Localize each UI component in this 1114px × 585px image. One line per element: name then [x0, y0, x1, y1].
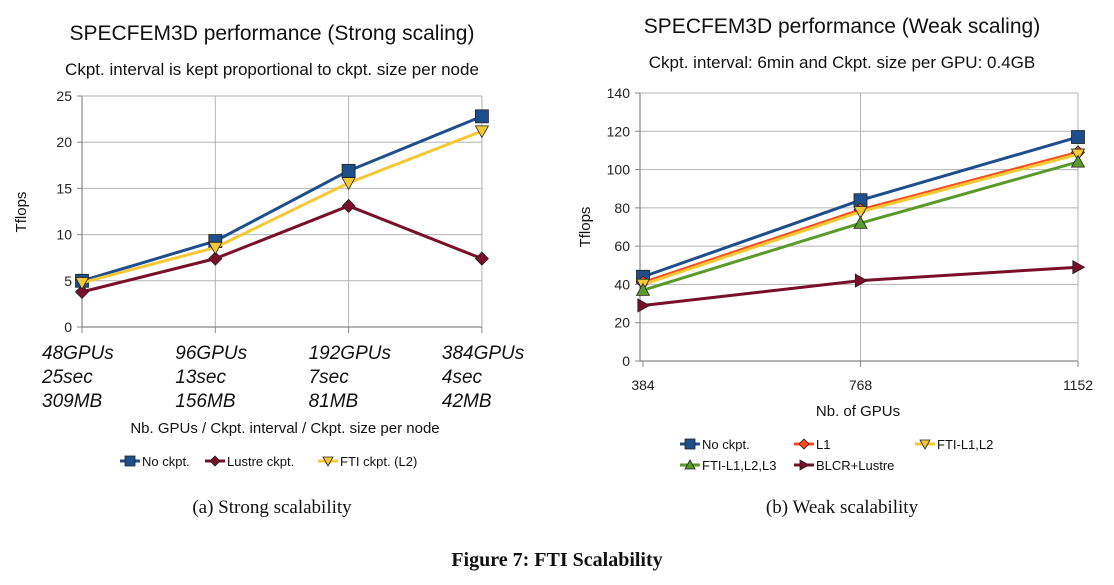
strong-x-tick-label: 25sec	[41, 367, 93, 388]
weak-legend-label: No ckpt.	[702, 437, 750, 452]
strong-series-line	[81, 129, 483, 285]
weak-y-tick-label: 20	[614, 315, 630, 331]
weak-y-tick-label: 40	[614, 276, 630, 292]
strong-y-tick-label: 0	[64, 319, 72, 335]
strong-legend-label: Lustre ckpt.	[227, 454, 294, 469]
strong-chart-x-ticks: 48GPUs 25sec 309MB 96GPUs 13sec 156MB 192GPUs 7…	[41, 343, 525, 412]
strong-scaling-chart: SPECFEM3D performance (Strong scaling) C…	[13, 22, 525, 518]
weak-legend-marker	[799, 459, 810, 471]
weak-legend-label: L1	[816, 437, 830, 452]
strong-x-tick-label: 42MB	[442, 391, 492, 412]
weak-chart-series	[635, 130, 1086, 313]
strong-chart-x-label: Nb. GPUs / Ckpt. interval / Ckpt. size p…	[130, 420, 439, 437]
weak-x-tick-label: 768	[849, 377, 873, 393]
weak-data-point	[637, 298, 651, 313]
strong-x-tick-label: 13sec	[175, 367, 226, 388]
weak-x-tick-label: 384	[631, 377, 655, 393]
strong-y-tick-label: 15	[56, 180, 72, 196]
figure-caption: Figure 7: FTI Scalability	[451, 549, 662, 571]
strong-data-point	[341, 198, 356, 214]
weak-chart-subtitle: Ckpt. interval: 6min and Ckpt. size per …	[649, 53, 1035, 72]
strong-series-line	[81, 114, 483, 283]
strong-y-tick-label: 20	[56, 134, 72, 150]
strong-legend-marker	[209, 455, 221, 467]
weak-legend-marker	[684, 438, 696, 450]
weak-y-tick-label: 80	[614, 200, 630, 216]
weak-data-point	[635, 282, 651, 296]
weak-legend-label: BLCR+Lustre	[816, 458, 894, 473]
strong-chart-axes	[77, 95, 483, 333]
weak-y-tick-label: 0	[622, 353, 630, 369]
strong-x-tick-label: 384GPUs	[442, 343, 525, 364]
strong-x-tick-label: 81MB	[309, 391, 359, 412]
strong-chart-series	[74, 109, 490, 299]
strong-data-point	[341, 177, 356, 191]
strong-data-point	[208, 241, 223, 255]
strong-data-point	[474, 109, 489, 124]
weak-y-tick-label: 120	[607, 123, 631, 139]
strong-data-point	[341, 163, 356, 178]
weak-chart-y-ticks: 0 20 40 60 80 100 120 140	[607, 85, 631, 369]
weak-chart-x-ticks: 384 768 1152	[631, 377, 1093, 393]
weak-chart-axes	[635, 92, 1079, 367]
strong-legend-marker	[124, 455, 136, 467]
weak-legend-marker	[684, 459, 696, 470]
weak-scaling-chart: SPECFEM3D performance (Weak scaling) Ckp…	[577, 15, 1093, 518]
strong-chart-title: SPECFEM3D performance (Strong scaling)	[70, 22, 475, 45]
strong-y-tick-label: 25	[56, 88, 72, 104]
strong-chart-y-label: Tflops	[13, 192, 30, 233]
strong-data-point	[208, 251, 223, 266]
strong-chart-y-ticks: 0 5 10 15 20 25	[56, 88, 72, 335]
weak-chart-legend: No ckpt. L1 FTI-L1,L2 FTI-L1,L2,L3 BLCR+Lust…	[680, 437, 993, 473]
strong-y-tick-label: 10	[56, 227, 72, 243]
weak-y-tick-label: 100	[607, 162, 631, 178]
weak-chart-y-label: Tflops	[577, 207, 594, 248]
strong-x-tick-label: 4sec	[442, 367, 483, 388]
strong-data-point	[474, 125, 490, 139]
strong-x-tick-label: 156MB	[175, 391, 236, 412]
weak-data-point	[853, 206, 868, 220]
strong-chart-subtitle: Ckpt. interval is kept proportional to c…	[65, 60, 479, 79]
strong-legend-label: No ckpt.	[142, 454, 190, 469]
strong-chart-legend: No ckpt. Lustre ckpt. FTI ckpt. (L2)	[120, 454, 417, 469]
weak-legend-label: FTI-L1,L2,L3	[702, 458, 776, 473]
strong-x-tick-label: 309MB	[42, 391, 103, 412]
weak-legend-label: FTI-L1,L2	[937, 437, 993, 452]
weak-data-point	[1072, 260, 1086, 275]
weak-y-tick-label: 140	[607, 85, 631, 101]
strong-legend-marker	[322, 456, 334, 467]
weak-legend-marker	[919, 439, 931, 450]
weak-y-tick-label: 60	[614, 238, 630, 254]
strong-x-tick-label: 96GPUs	[175, 343, 247, 364]
weak-data-point	[854, 273, 868, 288]
strong-x-tick-label: 7sec	[309, 367, 350, 388]
weak-legend-marker	[798, 438, 810, 450]
strong-chart-caption: (a) Strong scalability	[192, 497, 352, 518]
strong-x-tick-label: 192GPUs	[309, 343, 392, 364]
strong-legend-label: FTI ckpt. (L2)	[340, 454, 417, 469]
weak-x-tick-label: 1152	[1063, 377, 1093, 393]
weak-chart-x-label: Nb. of GPUs	[816, 403, 900, 420]
strong-data-point	[74, 277, 90, 290]
strong-chart-gridlines	[82, 95, 483, 327]
strong-series-line	[81, 204, 483, 294]
weak-chart-caption: (b) Weak scalability	[766, 497, 919, 518]
weak-chart-title: SPECFEM3D performance (Weak scaling)	[644, 15, 1040, 38]
strong-x-tick-label: 48GPUs	[42, 343, 114, 364]
weak-data-point	[853, 215, 868, 229]
strong-y-tick-label: 5	[64, 273, 72, 289]
weak-data-point	[1070, 154, 1086, 168]
strong-data-point	[474, 251, 489, 266]
weak-data-point	[1071, 130, 1085, 144]
strong-data-point	[74, 284, 90, 299]
